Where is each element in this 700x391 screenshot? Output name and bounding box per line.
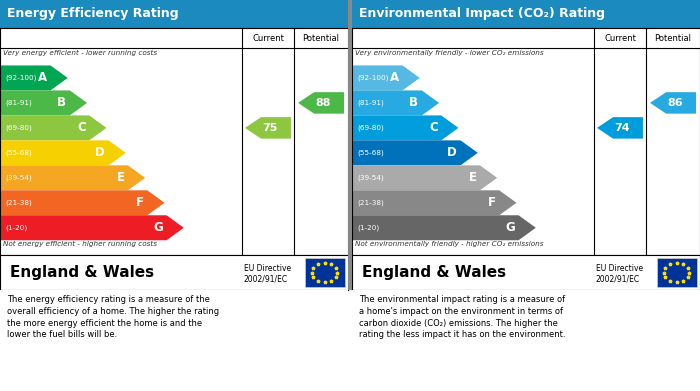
Text: 74: 74 <box>615 123 630 133</box>
Text: (55-68): (55-68) <box>5 150 32 156</box>
Polygon shape <box>0 165 145 190</box>
Polygon shape <box>0 140 126 165</box>
Text: (69-80): (69-80) <box>357 125 384 131</box>
Text: Potential: Potential <box>302 34 340 43</box>
Text: Current: Current <box>252 34 284 43</box>
Text: C: C <box>429 121 438 135</box>
Text: (55-68): (55-68) <box>357 150 384 156</box>
Text: England & Wales: England & Wales <box>10 265 155 280</box>
Text: (92-100): (92-100) <box>5 75 36 81</box>
Text: (92-100): (92-100) <box>357 75 388 81</box>
Polygon shape <box>0 90 87 115</box>
Text: (21-38): (21-38) <box>5 199 32 206</box>
Text: (1-20): (1-20) <box>357 224 379 231</box>
Text: Environmental Impact (CO₂) Rating: Environmental Impact (CO₂) Rating <box>359 7 605 20</box>
Polygon shape <box>0 190 164 215</box>
Text: Very energy efficient - lower running costs: Very energy efficient - lower running co… <box>4 50 158 56</box>
Text: England & Wales: England & Wales <box>363 265 507 280</box>
Text: Potential: Potential <box>654 34 692 43</box>
Text: EU Directive: EU Directive <box>244 264 290 273</box>
Text: 2002/91/EC: 2002/91/EC <box>596 274 640 283</box>
Text: (39-54): (39-54) <box>5 174 32 181</box>
Text: Energy Efficiency Rating: Energy Efficiency Rating <box>7 7 178 20</box>
Polygon shape <box>650 92 696 114</box>
Text: Very environmentally friendly - lower CO₂ emissions: Very environmentally friendly - lower CO… <box>356 50 544 56</box>
Text: The environmental impact rating is a measure of
a home's impact on the environme: The environmental impact rating is a mea… <box>359 295 566 339</box>
FancyBboxPatch shape <box>304 258 344 287</box>
Polygon shape <box>245 117 291 139</box>
Text: 88: 88 <box>316 98 331 108</box>
Text: D: D <box>95 146 105 160</box>
Text: A: A <box>390 72 399 84</box>
Polygon shape <box>352 140 478 165</box>
Text: Current: Current <box>604 34 636 43</box>
Polygon shape <box>0 215 184 240</box>
Text: The energy efficiency rating is a measure of the
overall efficiency of a home. T: The energy efficiency rating is a measur… <box>7 295 219 339</box>
Polygon shape <box>0 115 106 140</box>
Text: C: C <box>77 121 85 135</box>
Text: B: B <box>57 97 66 109</box>
FancyBboxPatch shape <box>657 258 696 287</box>
Text: A: A <box>38 72 47 84</box>
Polygon shape <box>352 90 439 115</box>
Text: (81-91): (81-91) <box>5 100 32 106</box>
Text: 75: 75 <box>262 123 278 133</box>
Polygon shape <box>0 65 68 90</box>
Text: F: F <box>136 196 144 209</box>
Polygon shape <box>352 65 420 90</box>
Polygon shape <box>352 190 517 215</box>
Text: F: F <box>488 196 496 209</box>
Polygon shape <box>352 215 536 240</box>
Text: E: E <box>468 171 477 184</box>
Polygon shape <box>352 115 459 140</box>
Text: G: G <box>505 221 515 234</box>
Text: Not energy efficient - higher running costs: Not energy efficient - higher running co… <box>4 241 158 248</box>
Text: E: E <box>116 171 125 184</box>
Text: Not environmentally friendly - higher CO₂ emissions: Not environmentally friendly - higher CO… <box>356 241 544 248</box>
Polygon shape <box>298 92 344 114</box>
Text: B: B <box>410 97 419 109</box>
Text: (81-91): (81-91) <box>357 100 384 106</box>
Text: D: D <box>447 146 457 160</box>
Text: (1-20): (1-20) <box>5 224 27 231</box>
Text: (21-38): (21-38) <box>357 199 384 206</box>
Text: G: G <box>153 221 163 234</box>
Polygon shape <box>597 117 643 139</box>
Text: EU Directive: EU Directive <box>596 264 643 273</box>
Polygon shape <box>352 165 497 190</box>
Text: 2002/91/EC: 2002/91/EC <box>244 274 288 283</box>
Text: (69-80): (69-80) <box>5 125 32 131</box>
Text: 86: 86 <box>668 98 683 108</box>
Text: (39-54): (39-54) <box>357 174 384 181</box>
